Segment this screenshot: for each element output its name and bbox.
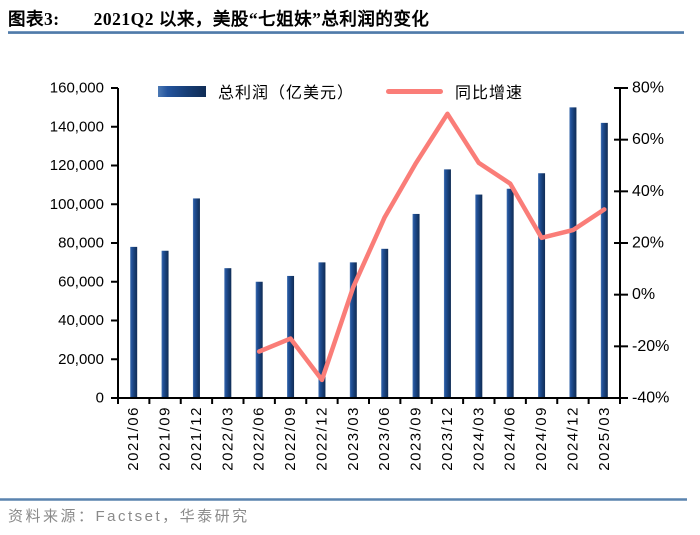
bar-2023/12 [443, 169, 451, 398]
right-tick-label: 20% [632, 235, 664, 252]
left-tick-label: 40,000 [58, 312, 104, 329]
figure-number: 图表3: [8, 9, 60, 29]
x-label-2022/03: 2022/03 [219, 406, 236, 471]
bar-2024/12 [569, 107, 577, 398]
source-note: 资料来源：Factset，华泰研究 [8, 508, 250, 525]
bar-2021/12 [192, 198, 200, 398]
x-label-2023/03: 2023/03 [345, 406, 362, 471]
left-tick-label: 80,000 [58, 235, 104, 252]
bar-2022/03 [224, 268, 232, 398]
x-label-2023/09: 2023/09 [408, 406, 425, 471]
x-label-2024/12: 2024/12 [564, 406, 581, 471]
x-label-2021/09: 2021/09 [157, 406, 174, 471]
right-tick-label: -20% [632, 338, 669, 355]
right-tick-label: 80% [632, 80, 664, 97]
legend-bar-label: 总利润（亿美元） [218, 85, 355, 102]
bar-2023/09 [412, 213, 420, 398]
left-tick-label: 20,000 [58, 351, 104, 368]
bar-2024/03 [475, 194, 483, 398]
right-tick-label: 40% [632, 183, 664, 200]
x-label-2022/09: 2022/09 [282, 406, 299, 471]
left-tick-label: 120,000 [50, 157, 104, 174]
bar-2021/09 [161, 250, 169, 398]
left-tick-label: 100,000 [50, 196, 104, 213]
legend-bar-swatch [158, 85, 206, 97]
bar-2022/06 [255, 281, 263, 398]
yoy-growth-line [256, 111, 607, 383]
x-label-2025/03: 2025/03 [596, 406, 613, 471]
x-label-2022/12: 2022/12 [313, 406, 330, 471]
left-tick-label: 140,000 [50, 118, 104, 135]
chart-title: 图表3: 2021Q2 以来，美股“七姐妹”总利润的变化 [8, 6, 688, 31]
x-label-2023/12: 2023/12 [439, 406, 456, 471]
x-label-2023/06: 2023/06 [376, 406, 393, 471]
legend-line-swatch [386, 88, 444, 94]
right-tick-label: 0% [632, 286, 655, 303]
footer-divider [0, 498, 687, 501]
right-tick-label: -40% [632, 390, 669, 407]
x-label-2024/09: 2024/09 [533, 406, 550, 471]
x-label-2024/06: 2024/06 [502, 406, 519, 471]
x-label-2024/03: 2024/03 [470, 406, 487, 471]
bar-2023/06 [381, 248, 389, 398]
left-tick-label: 0 [96, 390, 104, 407]
legend-line-label: 同比增速 [455, 85, 524, 102]
chart-legend: 总利润（亿美元） 同比增速 [158, 81, 524, 102]
title-underline [8, 31, 684, 34]
bar-2025/03 [600, 122, 608, 398]
figure-title-text: 2021Q2 以来，美股“七姐妹”总利润的变化 [93, 9, 430, 29]
bar-2021/06 [130, 246, 138, 398]
x-label-2021/06: 2021/06 [125, 406, 142, 471]
bar-2024/09 [538, 173, 546, 398]
left-tick-label: 60,000 [58, 273, 104, 290]
profit-growth-combo-chart: 0 20,000 40,000 60,000 80,000 100,000 120,000 1… [50, 80, 670, 471]
right-tick-label: 60% [632, 131, 664, 148]
bar-2022/12 [318, 262, 326, 398]
x-label-2022/06: 2022/06 [251, 406, 268, 471]
bar-2023/03 [349, 262, 357, 398]
x-label-2021/12: 2021/12 [188, 406, 205, 471]
left-tick-label: 160,000 [50, 80, 104, 97]
bar-2024/06 [506, 188, 514, 398]
